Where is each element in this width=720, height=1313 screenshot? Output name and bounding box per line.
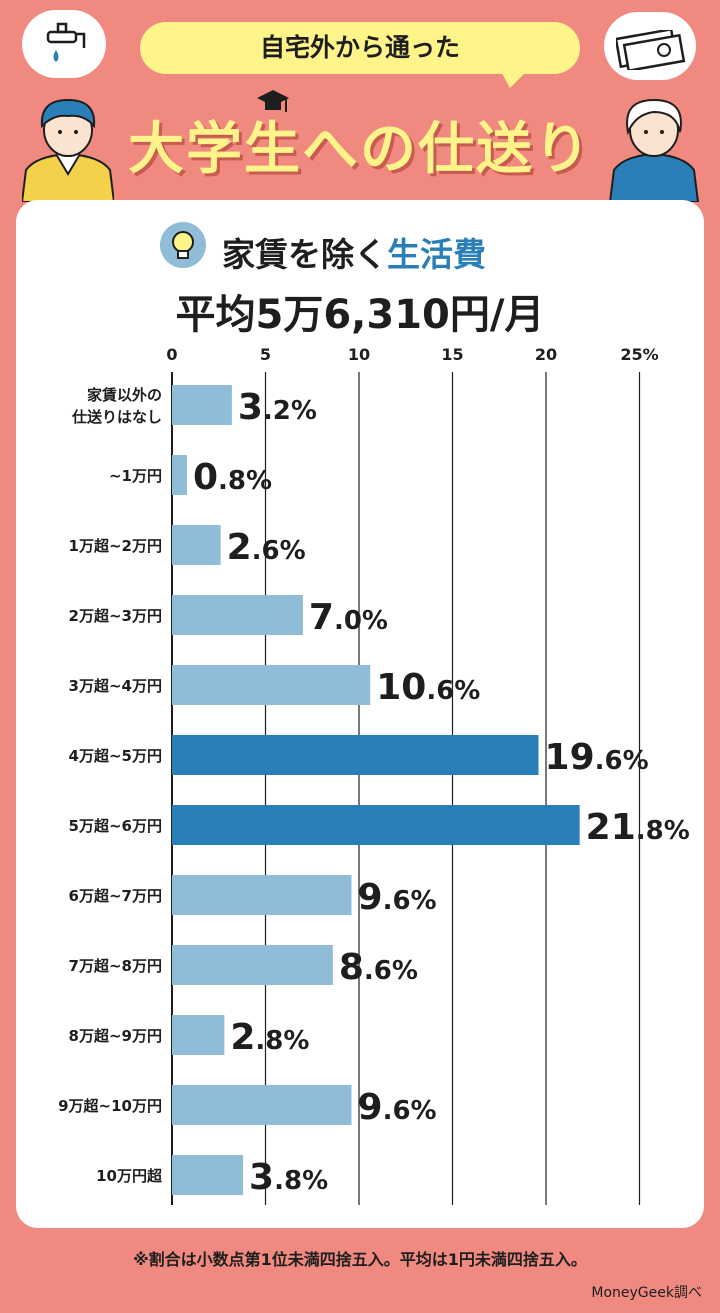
data-label: 2.6%	[227, 527, 306, 568]
x-tick-label: 0	[166, 345, 177, 364]
subtitle-part2: 生活費	[387, 235, 486, 274]
category-label: 3万超~4万円	[69, 677, 162, 695]
category-label: 4万超~5万円	[69, 747, 162, 765]
bar	[172, 595, 303, 635]
category-label: 5万超~6万円	[69, 817, 162, 835]
student-illustration	[22, 98, 114, 202]
category-label: ~1万円	[109, 467, 162, 485]
category-label: 6万超~7万円	[69, 887, 162, 905]
data-label: 10.6%	[376, 667, 480, 708]
bar	[172, 665, 371, 705]
category-label: 1万超~2万円	[69, 537, 162, 555]
data-label: 9.6%	[358, 877, 437, 918]
header-bubble-text: 自宅外から通った	[259, 33, 460, 62]
chart-subtitle: 家賃を除く生活費	[222, 228, 662, 276]
main-title: 大学生への仕送り	[128, 117, 592, 182]
category-label: 家賃以外の仕送りはなし	[71, 386, 162, 426]
x-tick-label: 20	[535, 345, 557, 364]
data-label: 7.0%	[309, 597, 388, 638]
footnote: ※割合は小数点第1位未満四捨五入。平均は1円未満四捨五入。	[133, 1250, 587, 1269]
graduation-cap-icon	[257, 90, 289, 112]
lightbulb-icon	[160, 222, 206, 268]
data-label: 0.8%	[193, 457, 272, 498]
data-label: 8.6%	[339, 947, 418, 988]
category-label: 10万円超	[96, 1167, 163, 1185]
bar	[172, 805, 580, 845]
data-label: 19.6%	[545, 737, 649, 778]
bar	[172, 525, 221, 565]
x-tick-label: 25%	[620, 345, 658, 364]
bar	[172, 1015, 225, 1055]
x-tick-label: 15	[441, 345, 463, 364]
category-label: 7万超~8万円	[69, 957, 162, 975]
data-label: 21.8%	[586, 807, 690, 848]
bar	[172, 1155, 244, 1195]
data-label: 9.6%	[358, 1087, 437, 1128]
category-label: 9万超~10万円	[58, 1097, 162, 1115]
speech-bubble-tail	[498, 66, 532, 88]
bar	[172, 1085, 352, 1125]
money-icon	[616, 30, 686, 70]
x-tick-label: 10	[348, 345, 370, 364]
category-label: 2万超~3万円	[69, 607, 162, 625]
parent-illustration	[608, 98, 700, 202]
source-credit: MoneyGeek調べ	[591, 1285, 702, 1301]
chart-card	[16, 200, 704, 1228]
data-label: 3.2%	[238, 387, 317, 428]
thought-bubble-left	[22, 10, 106, 78]
faucet-icon	[46, 22, 86, 62]
bar	[172, 875, 352, 915]
bar	[172, 385, 232, 425]
data-label: 3.8%	[249, 1157, 328, 1198]
bar	[172, 945, 333, 985]
bar	[172, 735, 539, 775]
header-speech-bubble: 自宅外から通った	[140, 22, 580, 74]
subtitle-part1: 家賃を除く	[222, 235, 387, 274]
average-amount: 平均5万6,310円/月	[175, 292, 545, 338]
x-tick-label: 5	[260, 345, 271, 364]
bar	[172, 455, 187, 495]
category-label: 8万超~9万円	[69, 1027, 162, 1045]
data-label: 2.8%	[230, 1017, 309, 1058]
